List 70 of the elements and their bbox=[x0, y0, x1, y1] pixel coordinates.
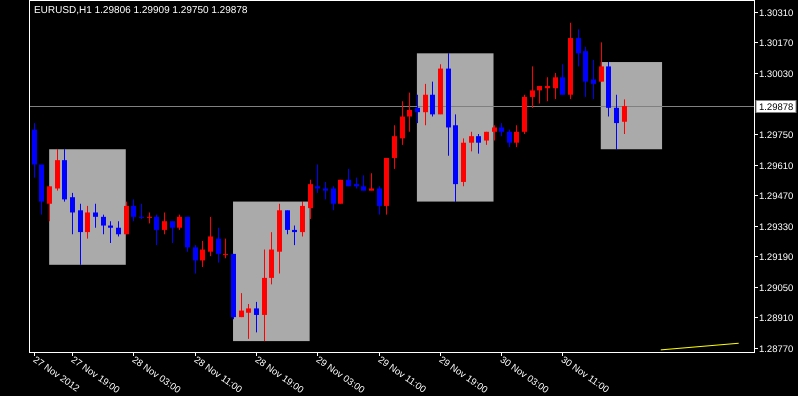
candlestick bbox=[560, 64, 565, 96]
candlestick bbox=[139, 203, 144, 220]
candlestick bbox=[177, 214, 182, 230]
candlestick bbox=[400, 100, 405, 146]
y-tick-label: 1.30310 bbox=[759, 8, 794, 19]
candlestick bbox=[469, 131, 474, 152]
candlestick bbox=[285, 210, 290, 235]
y-tick-label: 1.29470 bbox=[759, 191, 794, 202]
y-tick-label: 1.29190 bbox=[759, 252, 794, 263]
candlestick bbox=[315, 164, 320, 194]
candlestick bbox=[147, 212, 152, 224]
candlestick bbox=[354, 177, 359, 189]
candlestick bbox=[331, 186, 336, 211]
candlestick bbox=[484, 131, 489, 146]
candlestick bbox=[239, 292, 244, 318]
candlestick bbox=[246, 304, 251, 340]
candlestick bbox=[507, 129, 512, 148]
candlestick bbox=[476, 133, 481, 154]
candlestick bbox=[101, 214, 106, 235]
ref-line-label: 1.29878 bbox=[759, 102, 794, 113]
candlestick bbox=[162, 212, 167, 235]
candlestick bbox=[392, 124, 397, 170]
y-tick-label: 1.30030 bbox=[759, 69, 794, 80]
candlestick bbox=[131, 198, 136, 222]
candlestick bbox=[323, 181, 328, 200]
candlestick bbox=[614, 94, 619, 150]
candlestick bbox=[576, 28, 581, 67]
candlestick bbox=[216, 227, 221, 264]
candlestick bbox=[514, 124, 519, 148]
y-tick-label: 1.29750 bbox=[759, 130, 794, 141]
chart-title: EURUSD,H1 1.29806 1.29909 1.29750 1.29878 bbox=[34, 5, 248, 16]
candlestick bbox=[116, 220, 121, 237]
candlestick bbox=[193, 244, 198, 274]
candlestick bbox=[78, 203, 83, 266]
candlestick bbox=[622, 98, 627, 134]
candlestick bbox=[223, 238, 228, 259]
y-tick-label: 1.29610 bbox=[759, 161, 794, 172]
y-tick-label: 1.29330 bbox=[759, 222, 794, 233]
candlestick bbox=[308, 179, 313, 220]
candlestick bbox=[415, 94, 420, 124]
candlestick bbox=[369, 172, 374, 192]
y-tick-label: 1.28910 bbox=[759, 313, 794, 324]
candlestick bbox=[47, 186, 52, 222]
candlestick bbox=[93, 203, 98, 228]
candlestick bbox=[361, 174, 366, 192]
candlestick bbox=[499, 122, 504, 137]
candlestick bbox=[599, 42, 604, 82]
candlestick bbox=[591, 59, 596, 100]
candlestick bbox=[170, 220, 175, 244]
candlestick bbox=[254, 301, 259, 333]
candlestick bbox=[85, 205, 90, 240]
candlestick bbox=[200, 240, 205, 268]
candlestick bbox=[292, 225, 297, 246]
candlestick bbox=[407, 92, 412, 132]
candlestick bbox=[154, 214, 159, 246]
y-tick-label: 1.29050 bbox=[759, 283, 794, 294]
candlestick bbox=[545, 76, 550, 102]
candlestick bbox=[492, 124, 497, 142]
candlestick bbox=[530, 66, 535, 108]
y-tick-label: 1.28770 bbox=[759, 344, 794, 355]
candlestick bbox=[70, 192, 75, 235]
candlestick bbox=[537, 86, 542, 104]
y-tick-label: 1.30170 bbox=[759, 38, 794, 49]
candlestick bbox=[423, 83, 428, 126]
candlestick bbox=[108, 220, 113, 244]
candlestick bbox=[208, 216, 213, 257]
candlestick bbox=[553, 72, 558, 100]
candlestick bbox=[377, 186, 382, 216]
candlestick bbox=[430, 81, 435, 118]
candlestick bbox=[346, 168, 351, 187]
